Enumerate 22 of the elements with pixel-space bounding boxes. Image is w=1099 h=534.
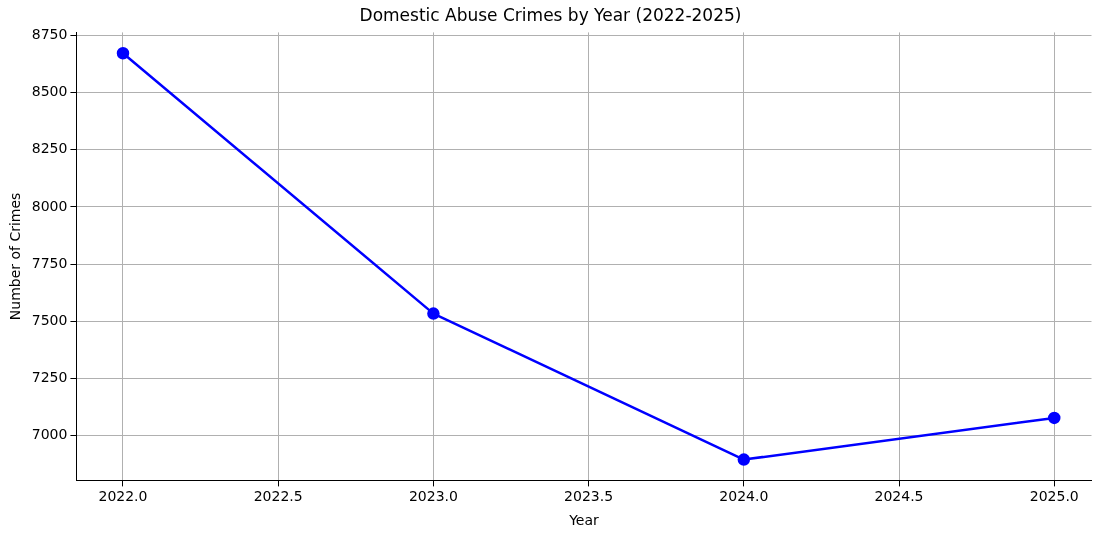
point bbox=[116, 46, 130, 60]
y-axis-title: Number of Crimes bbox=[7, 192, 24, 321]
x-tick-label: 2022.0 bbox=[98, 488, 148, 505]
chart-title: Domestic Abuse Crimes by Year (2022-2025) bbox=[359, 4, 742, 25]
y-tick-label: 7500 bbox=[31, 312, 68, 329]
point bbox=[427, 307, 440, 320]
x-tick-label: 2024.5 bbox=[874, 488, 924, 505]
y-tick-label: 7750 bbox=[31, 254, 68, 271]
x-axis-title: Year bbox=[568, 512, 600, 529]
x-tick-label: 2023.5 bbox=[564, 488, 614, 505]
point bbox=[737, 453, 751, 466]
x-tick-label: 2024.0 bbox=[719, 488, 769, 505]
y-tick-label: 8500 bbox=[31, 83, 68, 100]
y-tick-label: 8000 bbox=[31, 197, 68, 214]
x-tick-label: 2025.0 bbox=[1029, 488, 1079, 505]
x-tick-label: 2023.0 bbox=[408, 488, 458, 505]
y-tick-label: 7000 bbox=[31, 426, 68, 443]
y-tick-label: 8750 bbox=[31, 26, 68, 43]
x-tick-label: 2022.5 bbox=[253, 488, 303, 505]
y-tick-label: 7250 bbox=[31, 369, 68, 386]
y-tick-label: 8250 bbox=[31, 140, 68, 157]
point bbox=[1048, 411, 1061, 425]
